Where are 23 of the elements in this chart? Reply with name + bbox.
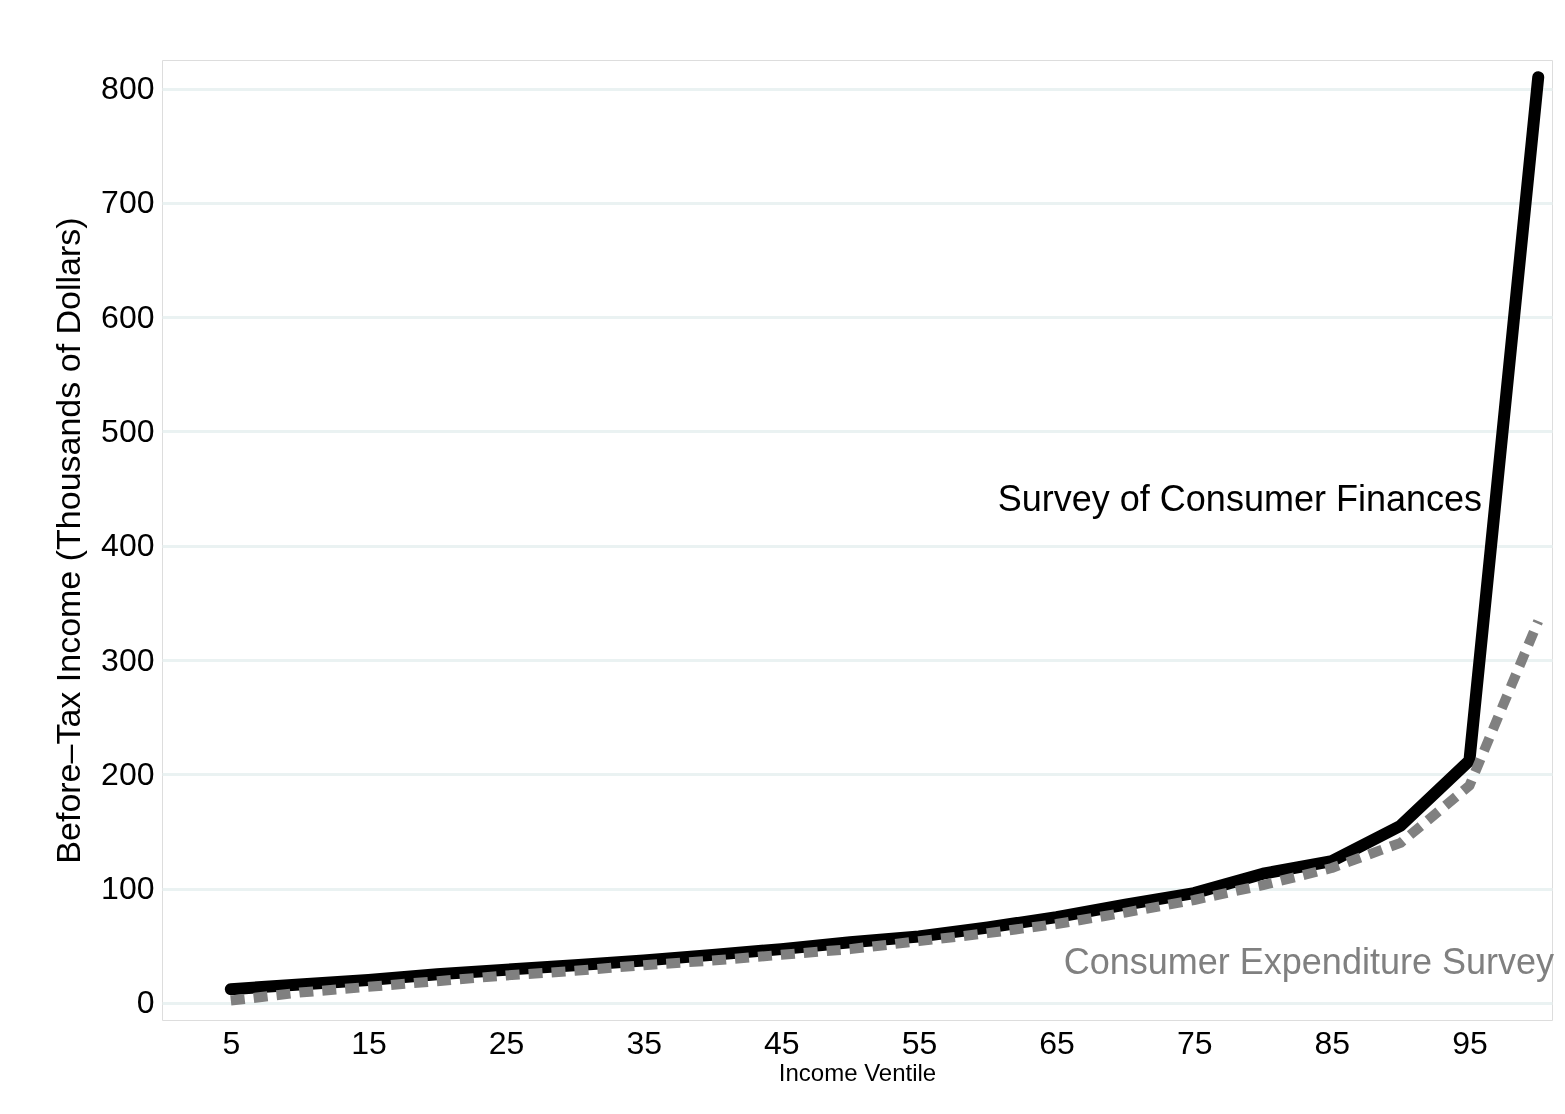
y-tick-label: 0 bbox=[136, 984, 155, 1021]
x-tick-label: 45 bbox=[764, 1024, 800, 1061]
y-tick-label: 400 bbox=[101, 527, 155, 564]
series-label: Survey of Consumer Finances bbox=[997, 478, 1482, 519]
y-tick-label: 700 bbox=[101, 184, 155, 221]
x-tick-label: 35 bbox=[626, 1024, 662, 1061]
y-tick-label: 300 bbox=[101, 641, 155, 678]
x-tick-label: 5 bbox=[222, 1024, 241, 1061]
series-label: Consumer Expenditure Survey bbox=[1063, 941, 1554, 982]
y-tick-label: 200 bbox=[101, 755, 155, 792]
x-tick-label: 55 bbox=[901, 1024, 938, 1061]
y-tick-label: 100 bbox=[101, 870, 155, 907]
y-axis-title: Before–Tax Income (Thousands of Dollars) bbox=[49, 217, 88, 864]
x-tick-label: 75 bbox=[1176, 1024, 1213, 1061]
x-axis-title: Income Ventile bbox=[778, 1058, 937, 1086]
x-tick-label: 65 bbox=[1039, 1024, 1075, 1061]
x-tick-label: 25 bbox=[488, 1024, 525, 1061]
y-tick-label: 500 bbox=[101, 412, 155, 449]
x-tick-label: 95 bbox=[1452, 1024, 1488, 1061]
x-tick-label: 15 bbox=[351, 1024, 387, 1061]
x-tick-label: 85 bbox=[1314, 1024, 1351, 1061]
y-tick-label: 600 bbox=[101, 298, 155, 335]
y-tick-label: 800 bbox=[101, 70, 155, 107]
